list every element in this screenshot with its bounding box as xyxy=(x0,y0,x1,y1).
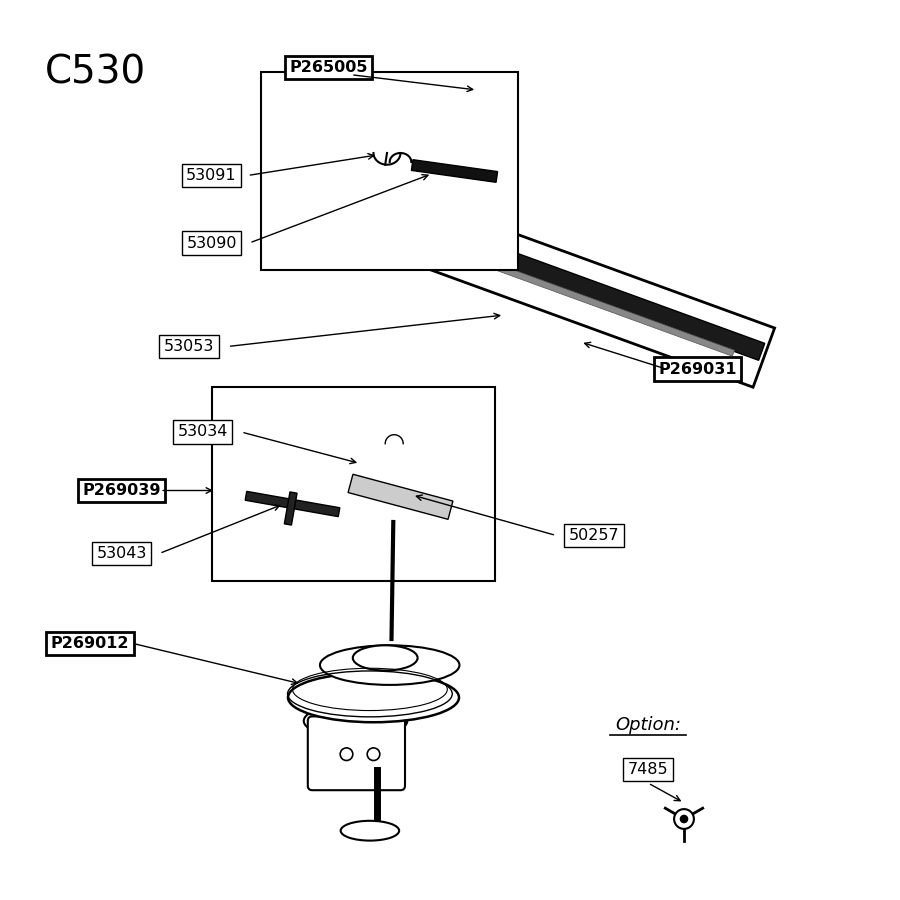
Bar xyxy=(348,474,453,519)
Bar xyxy=(245,491,340,517)
Ellipse shape xyxy=(303,704,407,738)
Text: P265005: P265005 xyxy=(289,60,368,75)
Circle shape xyxy=(680,815,688,823)
Circle shape xyxy=(674,809,694,829)
Circle shape xyxy=(340,748,353,760)
Bar xyxy=(411,159,498,183)
Text: C530: C530 xyxy=(45,54,146,92)
Text: 50257: 50257 xyxy=(569,528,619,543)
Text: 53091: 53091 xyxy=(186,168,237,183)
Text: 53043: 53043 xyxy=(96,546,147,561)
Text: Option:: Option: xyxy=(615,716,681,733)
Bar xyxy=(261,72,518,270)
Text: P269012: P269012 xyxy=(50,636,130,651)
Ellipse shape xyxy=(340,821,400,841)
Text: 53034: 53034 xyxy=(177,425,228,439)
Bar xyxy=(284,492,297,525)
Bar xyxy=(296,162,775,387)
FancyBboxPatch shape xyxy=(308,716,405,790)
Text: P269031: P269031 xyxy=(658,362,737,376)
Circle shape xyxy=(367,748,380,760)
Ellipse shape xyxy=(288,673,459,722)
Bar xyxy=(319,184,765,360)
Ellipse shape xyxy=(320,645,459,685)
Text: 53090: 53090 xyxy=(186,236,237,250)
Bar xyxy=(310,196,734,356)
Text: 7485: 7485 xyxy=(627,762,669,777)
Bar xyxy=(212,387,495,580)
Text: 53053: 53053 xyxy=(164,339,214,354)
Text: P269039: P269039 xyxy=(82,483,161,498)
Ellipse shape xyxy=(353,645,418,670)
